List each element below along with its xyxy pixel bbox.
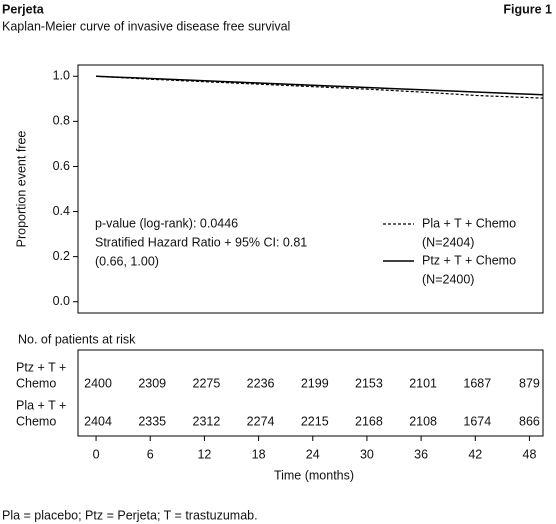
legend-n: (N=2404): [422, 235, 474, 249]
x-tick-label: 0: [93, 447, 100, 461]
at-risk-count: 2168: [355, 414, 383, 428]
footnote: Pla = placebo; Ptz = Perjeta; T = trastu…: [2, 508, 258, 522]
x-tick-label: 48: [523, 447, 537, 461]
at-risk-count: 1674: [463, 414, 491, 428]
at-risk-row-label: Chemo: [16, 414, 56, 428]
y-tick-label: 0.4: [53, 204, 70, 218]
brand: Perjeta: [2, 2, 45, 16]
at-risk-count: 2335: [138, 414, 166, 428]
legend-label: Pla + T + Chemo: [422, 216, 516, 230]
legend-label: Ptz + T + Chemo: [422, 253, 516, 267]
y-tick-label: 0.2: [53, 249, 70, 263]
at-risk-count: 1687: [463, 376, 491, 390]
survival-curve: [96, 75, 544, 96]
y-tick-label: 1.0: [53, 69, 70, 83]
at-risk-title: No. of patients at risk: [18, 332, 136, 346]
at-risk-count: 2236: [247, 376, 275, 390]
at-risk-count: 2215: [301, 414, 329, 428]
at-risk-row-label: Chemo: [16, 376, 56, 390]
at-risk-count: 2309: [138, 376, 166, 390]
y-tick-label: 0.0: [53, 294, 70, 308]
at-risk-count: 2274: [247, 414, 275, 428]
at-risk-count: 2108: [409, 414, 437, 428]
x-tick-label: 36: [414, 447, 428, 461]
annotation: (0.66, 1.00): [95, 254, 159, 268]
y-tick-label: 0.6: [53, 159, 70, 173]
at-risk-count: 2404: [84, 414, 112, 428]
at-risk-row-label: Pla + T +: [16, 398, 66, 412]
at-risk-count: 2101: [409, 376, 437, 390]
x-tick-label: 6: [147, 447, 154, 461]
figure-number: Figure 1: [503, 2, 552, 16]
at-risk-row-label: Ptz + T +: [16, 360, 66, 374]
at-risk-count: 2199: [301, 376, 329, 390]
at-risk-frame: [77, 349, 544, 437]
chart-title: Kaplan-Meier curve of invasive disease f…: [2, 19, 290, 33]
at-risk-count: 2153: [355, 376, 383, 390]
x-tick-label: 24: [306, 447, 320, 461]
x-tick-label: 42: [468, 447, 482, 461]
annotation: p-value (log-rank): 0.0446: [95, 216, 238, 230]
annotation: Stratified Hazard Ratio + 95% CI: 0.81: [95, 235, 307, 249]
plot-frame: [77, 64, 544, 314]
at-risk-count: 879: [519, 376, 540, 390]
at-risk-count: 2275: [193, 376, 221, 390]
at-risk-count: 866: [519, 414, 540, 428]
x-tick-label: 30: [360, 447, 374, 461]
y-axis-label: Proportion event free: [14, 131, 28, 248]
at-risk-count: 2400: [84, 376, 112, 390]
x-tick-label: 18: [252, 447, 266, 461]
at-risk-count: 2312: [193, 414, 221, 428]
survival-curve: [96, 75, 544, 99]
legend-n: (N=2400): [422, 272, 474, 286]
x-tick-label: 12: [197, 447, 211, 461]
y-tick-label: 0.8: [53, 114, 70, 128]
x-axis-label: Time (months): [274, 468, 354, 482]
